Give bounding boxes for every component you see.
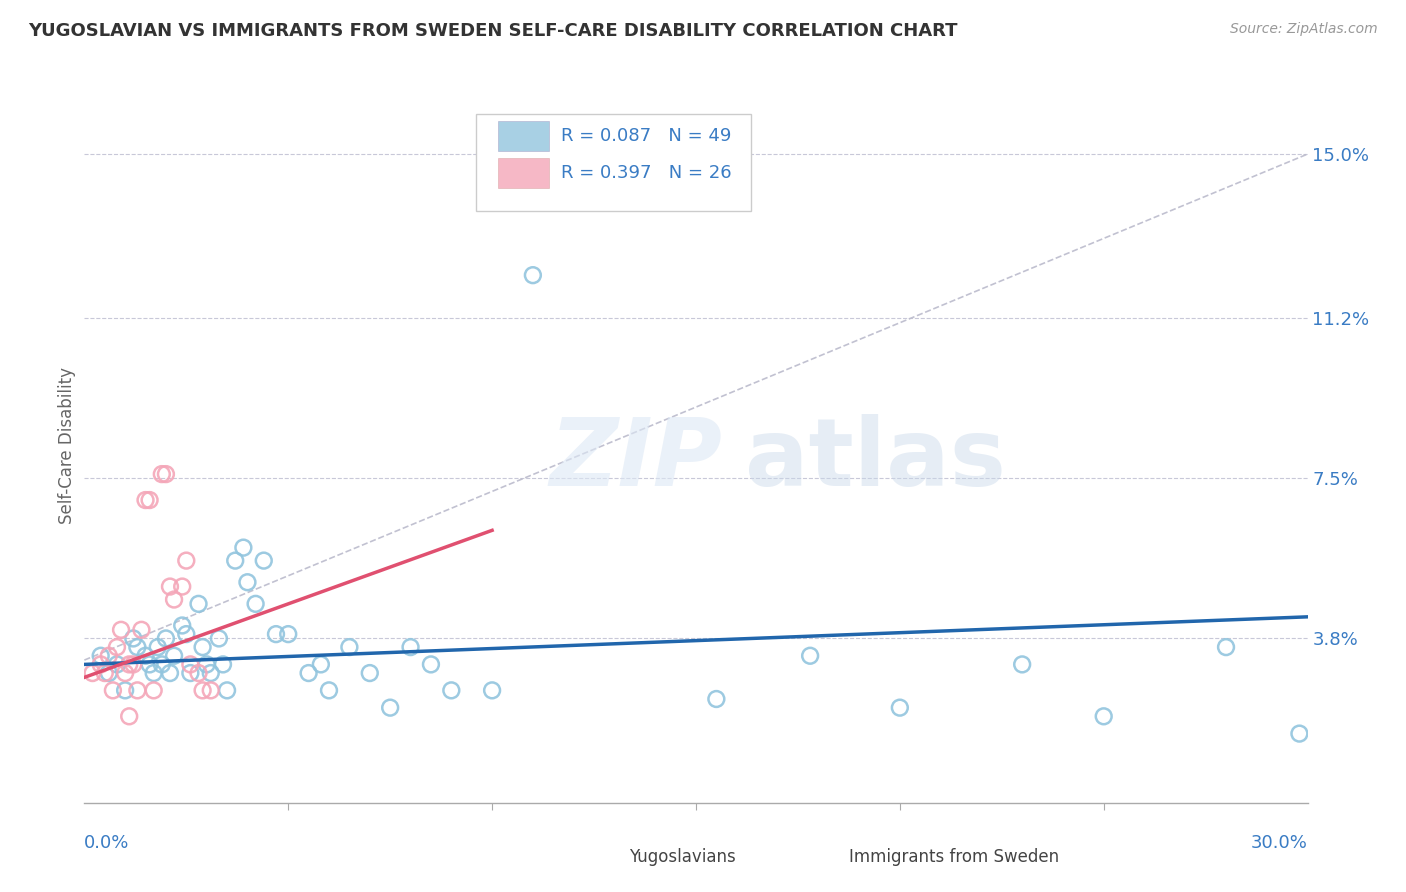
Point bbox=[253, 553, 276, 567]
Point bbox=[1011, 657, 1033, 672]
Point bbox=[138, 493, 160, 508]
Text: R = 0.397   N = 26: R = 0.397 N = 26 bbox=[561, 164, 733, 182]
Point bbox=[245, 597, 267, 611]
FancyBboxPatch shape bbox=[498, 121, 550, 152]
FancyBboxPatch shape bbox=[475, 114, 751, 211]
Point bbox=[1092, 709, 1115, 723]
FancyBboxPatch shape bbox=[498, 159, 550, 188]
Point bbox=[146, 640, 169, 654]
Point bbox=[135, 648, 157, 663]
Point bbox=[339, 640, 360, 654]
Point bbox=[122, 657, 145, 672]
Point bbox=[217, 683, 239, 698]
Point bbox=[159, 666, 181, 681]
FancyBboxPatch shape bbox=[578, 844, 619, 869]
Point bbox=[82, 666, 104, 681]
Point bbox=[118, 657, 141, 672]
Point bbox=[191, 683, 214, 698]
Text: YUGOSLAVIAN VS IMMIGRANTS FROM SWEDEN SELF-CARE DISABILITY CORRELATION CHART: YUGOSLAVIAN VS IMMIGRANTS FROM SWEDEN SE… bbox=[28, 22, 957, 40]
Point bbox=[150, 657, 173, 672]
Point bbox=[208, 632, 231, 646]
Point bbox=[704, 692, 728, 706]
Point bbox=[159, 580, 181, 594]
Point bbox=[118, 709, 141, 723]
FancyBboxPatch shape bbox=[797, 844, 839, 869]
Point bbox=[174, 553, 197, 567]
Point bbox=[224, 553, 246, 567]
Point bbox=[380, 700, 402, 714]
Point bbox=[127, 640, 149, 654]
Point bbox=[155, 467, 177, 482]
Point bbox=[200, 666, 222, 681]
Point bbox=[172, 580, 194, 594]
Point bbox=[440, 683, 463, 698]
Point bbox=[138, 657, 160, 672]
Point bbox=[179, 666, 201, 681]
Point bbox=[799, 648, 821, 663]
Point bbox=[889, 700, 911, 714]
Point bbox=[191, 640, 214, 654]
Point bbox=[1288, 726, 1310, 740]
Text: atlas: atlas bbox=[745, 414, 1005, 507]
Point bbox=[114, 666, 136, 681]
Point bbox=[93, 666, 115, 681]
Point bbox=[399, 640, 422, 654]
Point bbox=[114, 683, 136, 698]
Y-axis label: Self-Care Disability: Self-Care Disability bbox=[58, 368, 76, 524]
Point bbox=[236, 575, 259, 590]
Point bbox=[142, 666, 165, 681]
Point bbox=[97, 666, 120, 681]
Point bbox=[187, 666, 209, 681]
Point bbox=[163, 648, 186, 663]
Point bbox=[420, 657, 443, 672]
Point bbox=[309, 657, 332, 672]
Point bbox=[155, 632, 177, 646]
Text: Source: ZipAtlas.com: Source: ZipAtlas.com bbox=[1230, 22, 1378, 37]
Point bbox=[1215, 640, 1237, 654]
Point bbox=[212, 657, 235, 672]
Point bbox=[110, 623, 132, 637]
Point bbox=[232, 541, 254, 555]
Point bbox=[187, 597, 209, 611]
Point bbox=[105, 640, 128, 654]
Point bbox=[150, 467, 173, 482]
Point bbox=[172, 618, 194, 632]
Point bbox=[142, 683, 165, 698]
Text: 0.0%: 0.0% bbox=[84, 834, 129, 852]
Point bbox=[318, 683, 340, 698]
Text: ZIP: ZIP bbox=[550, 414, 723, 507]
Point bbox=[101, 683, 124, 698]
Point bbox=[481, 683, 503, 698]
Point bbox=[131, 623, 153, 637]
Point bbox=[200, 683, 222, 698]
Point bbox=[127, 683, 149, 698]
Point bbox=[163, 592, 186, 607]
Point bbox=[135, 493, 157, 508]
Point bbox=[264, 627, 287, 641]
Point bbox=[522, 268, 544, 282]
Point bbox=[122, 632, 145, 646]
Point bbox=[359, 666, 381, 681]
Point bbox=[105, 657, 128, 672]
Point bbox=[298, 666, 321, 681]
Text: Immigrants from Sweden: Immigrants from Sweden bbox=[849, 848, 1059, 866]
Point bbox=[174, 627, 197, 641]
Point bbox=[90, 657, 112, 672]
Point bbox=[179, 657, 201, 672]
Point bbox=[97, 648, 120, 663]
Point bbox=[277, 627, 299, 641]
Text: R = 0.087   N = 49: R = 0.087 N = 49 bbox=[561, 128, 731, 145]
Text: 30.0%: 30.0% bbox=[1251, 834, 1308, 852]
Point bbox=[195, 657, 218, 672]
Text: Yugoslavians: Yugoslavians bbox=[628, 848, 735, 866]
Point bbox=[90, 648, 112, 663]
